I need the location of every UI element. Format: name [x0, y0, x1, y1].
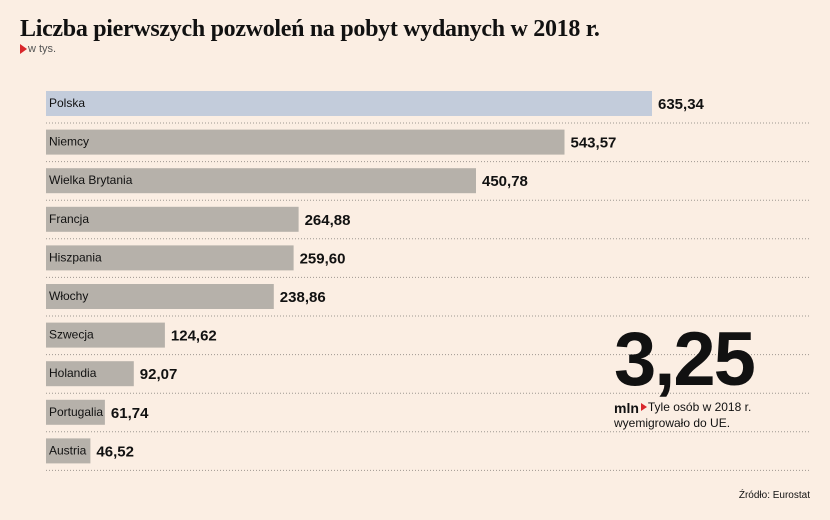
value-label-niemcy: 543,57	[571, 135, 617, 152]
bar-hiszpania	[46, 245, 294, 271]
category-label-wlochy: Włochy	[49, 289, 88, 303]
bar-polska	[46, 91, 652, 116]
value-label-szwecja: 124,62	[171, 328, 217, 345]
category-label-austria: Austria	[49, 443, 87, 457]
category-label-polska: Polska	[49, 96, 85, 110]
value-label-francja: 264,88	[305, 212, 351, 229]
value-label-portugalia: 61,74	[111, 405, 149, 422]
category-label-wielka-brytania: Wielka Brytania	[49, 173, 133, 187]
chart-title: Liczba pierwszych pozwoleń na pobyt wyda…	[20, 16, 600, 42]
category-label-niemcy: Niemcy	[49, 135, 89, 149]
callout-unit: mln	[614, 400, 639, 416]
callout-desc-line1: Tyle osób w 2018 r.	[647, 400, 752, 414]
chart-subtitle: w tys.	[20, 43, 56, 55]
category-label-szwecja: Szwecja	[49, 328, 94, 342]
value-label-hiszpania: 259,60	[300, 250, 346, 267]
emigration-callout: 3,25 mln Tyle osób w 2018 r. wyemigrował…	[614, 320, 784, 431]
bar-niemcy	[46, 129, 565, 155]
bar-wlochy	[46, 284, 274, 309]
callout-value: 3,25	[614, 317, 756, 402]
bar-holandia	[46, 361, 134, 387]
value-label-austria: 46,52	[96, 443, 134, 460]
unit-label: w tys.	[28, 43, 57, 55]
category-label-hiszpania: Hiszpania	[49, 250, 102, 264]
category-label-francja: Francja	[49, 212, 89, 226]
bar-portugalia	[46, 399, 105, 425]
red-triangle-icon	[20, 44, 27, 54]
red-triangle-icon	[640, 403, 647, 411]
category-label-portugalia: Portugalia	[49, 405, 103, 419]
callout-description: Tyle osób w 2018 r.	[640, 400, 752, 415]
bar-austria	[46, 438, 91, 464]
bar-szwecja	[46, 322, 165, 348]
value-label-polska: 635,34	[658, 96, 705, 113]
value-label-wlochy: 238,86	[280, 289, 326, 306]
bar-wielka-brytania	[46, 168, 476, 194]
value-label-wielka-brytania: 450,78	[482, 173, 528, 190]
source-note: Źródło: Eurostat	[738, 490, 810, 501]
bar-francja	[46, 206, 299, 232]
callout-desc-line2: wyemigrowało do UE.	[614, 416, 731, 430]
value-label-holandia: 92,07	[140, 366, 178, 383]
category-label-holandia: Holandia	[49, 366, 97, 380]
